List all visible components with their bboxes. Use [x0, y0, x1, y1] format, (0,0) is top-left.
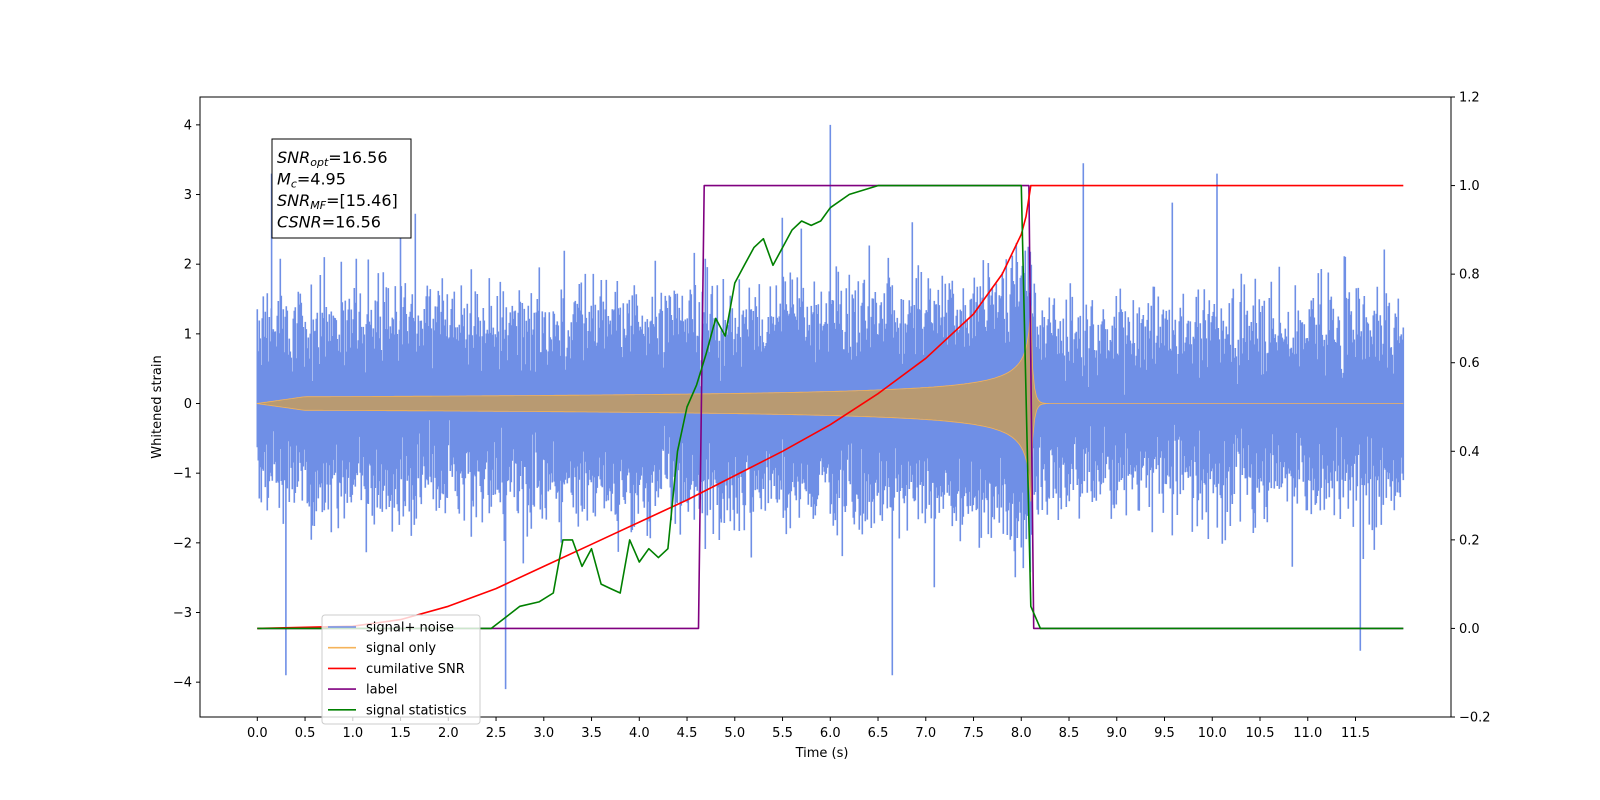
info-annotation-value: =4.95	[297, 170, 346, 189]
x-tick-label: 0.5	[295, 726, 316, 741]
snr-info-box: SNRopt=16.56Mc=4.95SNRMF=[15.46]CSNR=16.…	[271, 138, 412, 239]
legend: signal+ noise signal only cumilative SNR la…	[321, 614, 481, 725]
series-signal-only	[256, 305, 1404, 502]
x-tick-label: 7.5	[963, 726, 984, 741]
y-tick-label: −2	[173, 536, 192, 551]
series-cumulative-snr	[257, 184, 1404, 630]
y2-tick-label: −0.2	[1459, 711, 1491, 726]
x-tick-label: 8.5	[1059, 726, 1080, 741]
x-tick-label: 5.5	[772, 726, 793, 741]
y-tick-label: 2	[184, 258, 192, 273]
info-annotation-value: =[15.46]	[326, 191, 398, 210]
x-tick-label: 3.5	[581, 726, 602, 741]
x-tick-label: 6.5	[868, 726, 889, 741]
x-tick-label: 4.5	[677, 726, 698, 741]
y2-tick-label: 1.2	[1459, 91, 1480, 106]
info-annotation-subscript: MF	[310, 199, 326, 212]
info-annotation: SNRMF=[15.46]	[277, 191, 398, 212]
x-tick-label: 10.0	[1198, 726, 1227, 741]
x-tick-label: 1.0	[342, 726, 363, 741]
x-tick-label: 5.0	[724, 726, 745, 741]
y-tick-label: 0	[184, 397, 192, 412]
info-annotation-value: =16.56	[322, 213, 381, 232]
y2-tick-label: 1.0	[1459, 179, 1480, 194]
legend-entry-label: cumilative SNR	[366, 662, 465, 677]
legend-entry-label: signal only	[366, 641, 436, 656]
y-tick-label: 4	[184, 118, 192, 133]
x-tick-label: 9.5	[1154, 726, 1175, 741]
plot-frame	[199, 96, 1452, 718]
x-tick-label: 2.0	[438, 726, 459, 741]
y2-tick-label: 0.6	[1459, 356, 1480, 371]
x-tick-label: 6.0	[820, 726, 841, 741]
legend-entry-label: label	[366, 683, 397, 698]
y-tick-label: 1	[184, 327, 192, 342]
y-tick-label: −3	[173, 606, 192, 621]
info-annotation-symbol: SNR	[277, 191, 310, 210]
y2-tick-label: 0.8	[1459, 268, 1480, 283]
x-tick-label: 8.0	[1011, 726, 1032, 741]
y-tick-label: −4	[173, 676, 192, 691]
y2-tick-label: 0.2	[1459, 533, 1480, 548]
y2-tick-label: 0.4	[1459, 445, 1480, 460]
info-annotation-symbol: CSNR	[277, 213, 322, 232]
x-tick-label: 10.5	[1246, 726, 1275, 741]
x-tick-label: 11.0	[1293, 726, 1322, 741]
x-tick-label: 9.0	[1106, 726, 1127, 741]
x-tick-label: 7.0	[915, 726, 936, 741]
y-axis-label: Whitened strain	[150, 355, 165, 458]
info-annotation: Mc=4.95	[277, 170, 346, 191]
series-layer	[256, 124, 1405, 690]
info-annotation: SNRopt=16.56	[277, 148, 388, 169]
x-tick-label: 0.0	[247, 726, 268, 741]
y-axis-right: −0.2 0.0 0.2 0.4 0.6 0.8 1.0 1.2	[1451, 91, 1491, 726]
x-tick-label: 1.5	[390, 726, 411, 741]
y-axis-left: −4 −3 −2 −1 0 1 2 3 4	[173, 118, 200, 691]
series-signal-statistics	[257, 184, 1404, 630]
legend-entry-label: signal statistics	[366, 703, 467, 718]
legend-frame	[321, 614, 481, 725]
x-tick-label: 11.5	[1341, 726, 1370, 741]
x-tick-label: 3.0	[533, 726, 554, 741]
info-annotation-symbol: SNR	[277, 148, 310, 167]
y2-tick-label: 0.0	[1459, 622, 1480, 637]
info-annotation-subscript: c	[291, 178, 297, 191]
x-axis: 0.0 0.5 1.0 1.5 2.0 2.5 3.0 3.5 4.0 4.5 5.0 5.5 6.0 6…	[247, 717, 1370, 741]
y-tick-label: 3	[184, 188, 192, 203]
info-annotation-subscript: opt	[310, 156, 329, 169]
info-annotation: CSNR=16.56	[277, 213, 381, 232]
y-tick-label: −1	[173, 467, 192, 482]
x-tick-label: 4.0	[629, 726, 650, 741]
legend-entry-label: signal+ noise	[366, 621, 454, 636]
info-annotation-symbol: M	[277, 170, 291, 189]
x-tick-label: 2.5	[486, 726, 507, 741]
info-annotation-value: =16.56	[328, 148, 387, 167]
x-axis-label: Time (s)	[795, 746, 849, 761]
info-box-frame	[271, 138, 412, 239]
